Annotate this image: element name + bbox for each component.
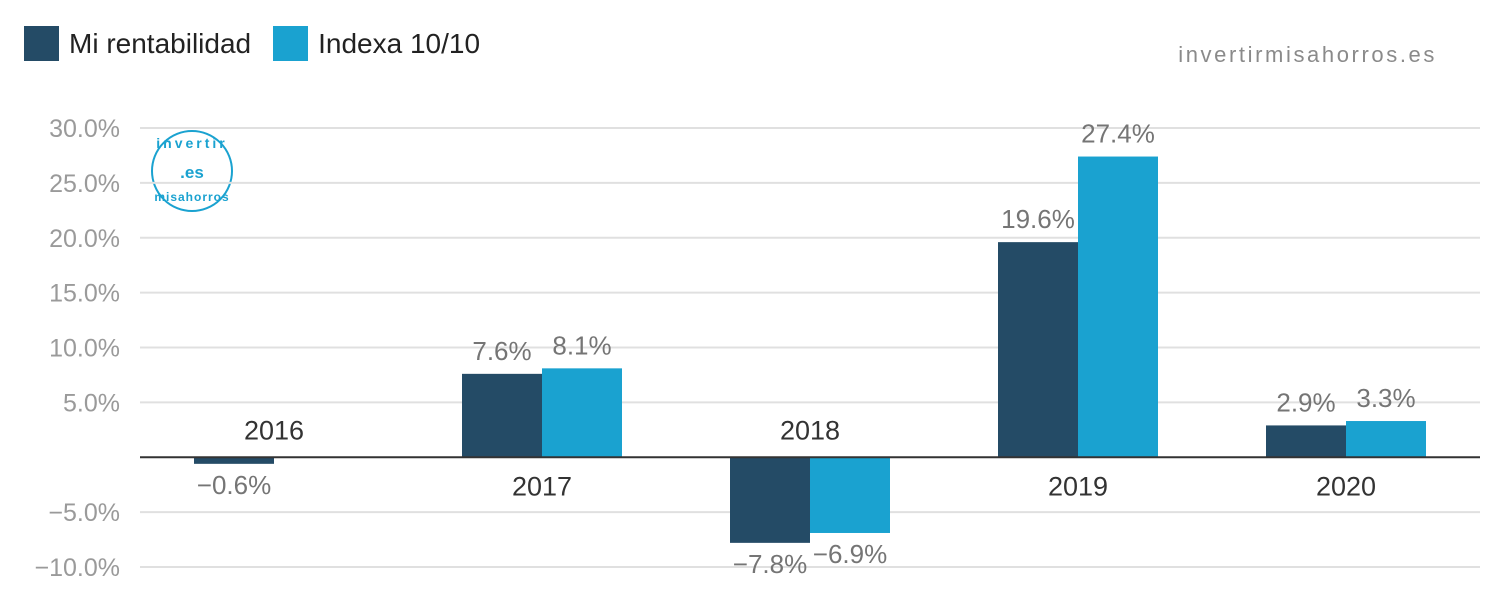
svg-text:invertir: invertir [156, 135, 227, 151]
watermark-text: invertirmisahorros.es [1178, 42, 1437, 67]
bar [462, 373, 542, 458]
y-tick-label: 10.0% [49, 335, 120, 363]
bar [542, 368, 622, 458]
bar-value-label: 8.1% [552, 330, 611, 360]
svg-text:.es: .es [180, 163, 204, 182]
bar-value-label: 3.3% [1356, 383, 1415, 413]
bar-value-label: −7.8% [733, 549, 807, 579]
y-tick-label: −10.0% [35, 554, 121, 582]
bar [998, 242, 1078, 458]
site-logo: invertir .es misahorros [151, 130, 233, 212]
bar [1346, 421, 1426, 458]
bar [730, 457, 810, 543]
legend-swatch-indexa [273, 26, 309, 61]
bar-value-label: 7.6% [472, 336, 531, 366]
category-label: 2019 [1048, 471, 1108, 501]
bar [1078, 156, 1158, 458]
legend-label-mi-rentabilidad: Mi rentabilidad [69, 27, 252, 59]
bar-value-labels: −0.6% 7.6% 8.1% −7.8% −6.9% 19.6% 27.4% 2.9% 3.3… [197, 119, 1416, 579]
bar-value-label: 2.9% [1276, 387, 1335, 417]
bar [810, 457, 890, 533]
bar [1266, 425, 1346, 458]
legend: Mi rentabilidad Indexa 10/10 [24, 26, 502, 61]
y-axis-ticks: 30.0% 25.0% 20.0% 15.0% 10.0% 5.0% −5.0% −10.0% [35, 115, 121, 582]
bar [194, 457, 274, 464]
svg-text:misahorros: misahorros [154, 190, 229, 204]
legend-item-indexa: Indexa 10/10 [273, 26, 480, 61]
y-tick-label: −5.0% [48, 499, 120, 527]
category-label: 2018 [780, 415, 840, 445]
y-tick-label: 25.0% [49, 170, 120, 198]
legend-item-mi-rentabilidad: Mi rentabilidad [24, 26, 251, 61]
legend-swatch-mi-rentabilidad [24, 26, 59, 61]
bar-value-label: −0.6% [197, 470, 271, 500]
y-tick-label: 30.0% [49, 115, 120, 143]
category-label: 2016 [244, 415, 304, 445]
category-labels: 2016 2017 2018 2019 2020 [244, 415, 1376, 501]
bar-value-label: −6.9% [813, 539, 887, 569]
bar-value-label: 19.6% [1001, 204, 1075, 234]
category-label: 2017 [512, 471, 572, 501]
bar-value-label: 27.4% [1081, 119, 1155, 149]
y-tick-label: 20.0% [49, 225, 120, 253]
category-label: 2020 [1316, 471, 1376, 501]
bars [194, 156, 1426, 543]
y-tick-label: 15.0% [49, 280, 120, 308]
y-tick-label: 5.0% [63, 389, 120, 417]
legend-label-indexa: Indexa 10/10 [318, 27, 481, 59]
